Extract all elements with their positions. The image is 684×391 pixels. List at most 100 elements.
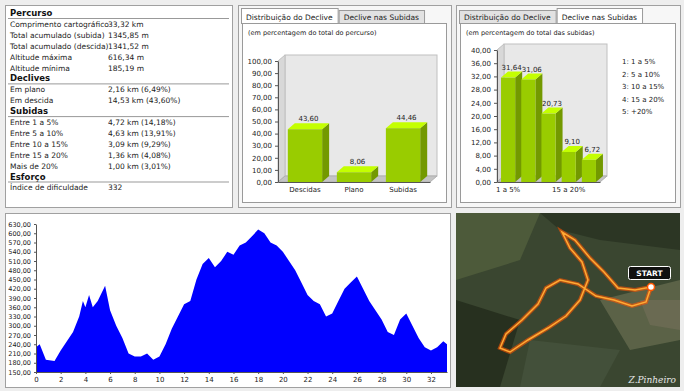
y-tick: 32,00 bbox=[471, 73, 497, 81]
tab-shape[interactable] bbox=[557, 9, 642, 24]
terrain bbox=[456, 300, 520, 387]
y-tick-label: 60,00 bbox=[252, 106, 272, 114]
bar-top bbox=[582, 154, 603, 160]
subtitle: (em percentagem do total das subidas) bbox=[466, 29, 594, 37]
x-tick-mark bbox=[357, 372, 358, 374]
tab[interactable]: Distribuição do Declive bbox=[460, 11, 557, 24]
tab-label[interactable]: Declive nas Subidas bbox=[562, 13, 637, 22]
y-tick: 450,00 bbox=[8, 276, 36, 284]
y-tick-label: 40,00 bbox=[471, 47, 491, 55]
y-tick-label: 40,00 bbox=[252, 130, 272, 138]
y-tick-mark bbox=[275, 134, 278, 135]
x-tick: 8 bbox=[133, 372, 137, 384]
tab-shape[interactable] bbox=[242, 9, 339, 24]
marks bbox=[36, 230, 447, 372]
side-wall bbox=[278, 55, 285, 182]
y-tick: 480,00 bbox=[8, 267, 36, 275]
credit: Z.Pinheiro bbox=[628, 375, 677, 385]
data-label: 6,72 bbox=[585, 146, 601, 154]
terrain bbox=[640, 300, 680, 330]
y-tick: 80,00 bbox=[252, 82, 278, 90]
route-glow bbox=[500, 232, 651, 352]
bar-side bbox=[322, 123, 329, 182]
bar-side bbox=[576, 146, 583, 182]
tab-shape[interactable] bbox=[460, 11, 557, 24]
legend-entry: 5: +20% bbox=[622, 108, 653, 116]
x-tick: 6 bbox=[108, 372, 113, 384]
y-tick: 0,00 bbox=[475, 179, 497, 187]
tab[interactable]: Declive nas Subidas bbox=[557, 9, 642, 24]
tab-label[interactable]: Distribuição do Declive bbox=[246, 13, 333, 22]
y-tick-label: 360,00 bbox=[8, 304, 31, 312]
y-tick-mark bbox=[34, 289, 36, 290]
y-tick: 150,00 bbox=[8, 369, 36, 377]
bar-top bbox=[386, 122, 427, 128]
y-tick-label: 30,00 bbox=[252, 142, 272, 150]
y-tick: 50,00 bbox=[252, 118, 278, 126]
section-title: Subidas bbox=[10, 106, 48, 116]
y-tick-label: 28,00 bbox=[471, 86, 491, 94]
start-label: START bbox=[636, 269, 663, 278]
x-tick-label: 10 bbox=[155, 376, 164, 384]
y-tick-mark bbox=[494, 103, 497, 104]
x-tick-label: 12 bbox=[180, 376, 189, 384]
section-rule bbox=[8, 83, 229, 84]
x-axis: 02468101214161820222426283032 bbox=[34, 372, 447, 384]
tab-label[interactable]: Declive nas Subidas bbox=[344, 13, 419, 22]
y-tick-mark bbox=[275, 158, 278, 159]
y-tick-mark bbox=[494, 63, 497, 64]
x-tick-mark bbox=[308, 372, 309, 374]
start-marker bbox=[648, 284, 655, 291]
y-tick-mark bbox=[34, 326, 36, 327]
tab[interactable]: Declive nas Subidas bbox=[339, 11, 424, 24]
y-tick: 570,00 bbox=[8, 239, 36, 247]
x-tick: 2 bbox=[59, 372, 63, 384]
bar bbox=[521, 80, 535, 182]
bar-3d bbox=[541, 108, 562, 182]
y-tick-label: 12,00 bbox=[471, 139, 491, 147]
y-tick-label: 540,00 bbox=[8, 248, 31, 256]
row-label: Entre 15 a 20% bbox=[10, 151, 68, 160]
map-panel: START Z.Pinheiro bbox=[456, 213, 680, 387]
y-tick-label: 240,00 bbox=[8, 341, 31, 349]
tab-label[interactable]: Distribuição do Declive bbox=[464, 13, 551, 22]
y-tick-mark bbox=[34, 280, 36, 281]
y-tick-mark bbox=[275, 73, 278, 74]
x-tick: 28 bbox=[378, 372, 387, 384]
row-label: Entre 5 a 10% bbox=[10, 129, 63, 138]
y-tick: 24,00 bbox=[471, 100, 497, 108]
y-tick-mark bbox=[34, 307, 36, 308]
y-tick-mark bbox=[494, 76, 497, 77]
x-tick: 16 bbox=[230, 372, 239, 384]
bar-3d bbox=[386, 122, 427, 182]
x-tick-mark bbox=[159, 372, 160, 374]
y-tick-label: 390,00 bbox=[8, 295, 31, 303]
row-value: 2,16 km (6,49%) bbox=[108, 85, 171, 94]
row-label: Total acumulado (descida) bbox=[9, 42, 109, 51]
row-label: Total acumulado (subida) bbox=[9, 31, 105, 40]
data-label: 20,73 bbox=[542, 100, 562, 108]
y-tick-label: 450,00 bbox=[8, 276, 31, 284]
x-tick-label: 8 bbox=[133, 376, 137, 384]
bar-3d bbox=[288, 123, 329, 182]
x-tick-label: 24 bbox=[328, 376, 337, 384]
bar-3d bbox=[562, 146, 583, 182]
y-tick-mark bbox=[275, 122, 278, 123]
x-tick-label: Descidas bbox=[289, 186, 321, 194]
x-tick: 18 bbox=[254, 372, 263, 384]
y-tick-label: 510,00 bbox=[8, 258, 31, 266]
x-tick-mark bbox=[209, 372, 210, 374]
y-tick-mark bbox=[34, 344, 36, 345]
y-tick-mark bbox=[34, 335, 36, 336]
x-tick-mark bbox=[36, 372, 37, 374]
y-tick: 600,00 bbox=[8, 230, 36, 238]
row-value: 3,09 km (9,29%) bbox=[108, 140, 171, 149]
y-tick-label: 0,00 bbox=[475, 179, 491, 187]
y-tick-label: 32,00 bbox=[471, 73, 491, 81]
x-tick: 26 bbox=[353, 372, 362, 384]
elevation-area bbox=[36, 230, 447, 372]
x-tick: 20 bbox=[279, 372, 288, 384]
y-tick: 360,00 bbox=[8, 304, 36, 312]
tab[interactable]: Distribuição do Declive bbox=[242, 9, 339, 24]
tab-shape[interactable] bbox=[339, 11, 424, 24]
